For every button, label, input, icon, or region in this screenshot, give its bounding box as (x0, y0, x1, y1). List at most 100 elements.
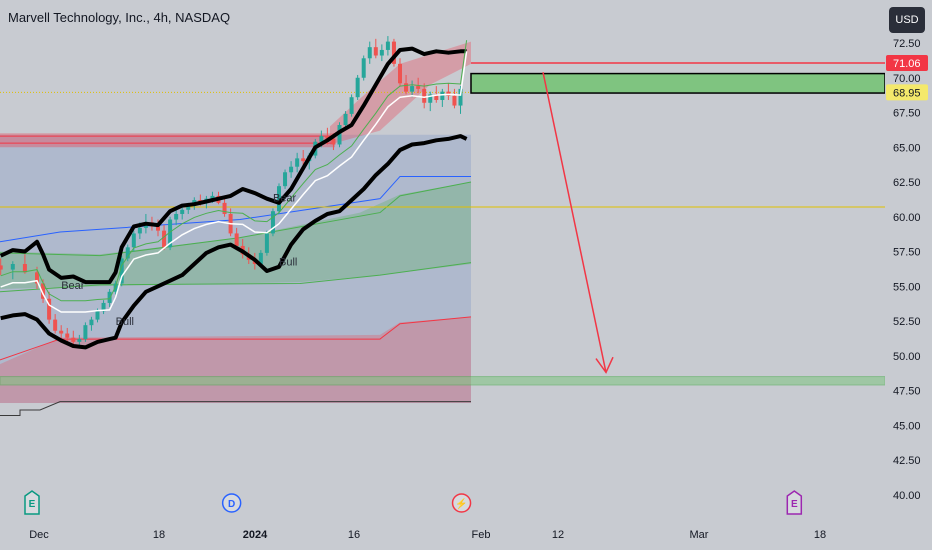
x-tick-label: 12 (552, 529, 564, 541)
candle-body (59, 330, 64, 334)
candle-43 (277, 183, 281, 214)
y-tick-label: 42.50 (893, 455, 921, 467)
event-marker-1[interactable]: D (221, 493, 242, 513)
candle-61 (385, 36, 390, 56)
candle-body (47, 298, 52, 320)
y-tick-label: 57.50 (893, 247, 921, 259)
time-axis[interactable]: Dec 18 2024 16 Feb 12 Mar 18 (29, 529, 826, 541)
candle-25 (168, 216, 173, 251)
candle-1 (10, 261, 15, 280)
candle-body (355, 77, 360, 98)
candle-body (452, 95, 457, 106)
entry-zone (470, 72, 886, 94)
price-badge-bg (886, 55, 928, 72)
candle-body (186, 205, 191, 210)
candle-24 (162, 225, 167, 251)
currency-button[interactable]: USD (889, 7, 925, 33)
price-badge-red: 71.06 (886, 55, 928, 72)
y-tick-label: 47.50 (893, 386, 921, 398)
event-marker-0[interactable]: E (24, 490, 40, 515)
candle-56 (355, 74, 360, 100)
candle-body (101, 302, 106, 312)
candle-body (295, 158, 300, 167)
event-markers[interactable]: E D ⚡ E (24, 490, 803, 515)
candle-body (89, 319, 94, 326)
candle-body (53, 319, 58, 331)
x-tick-label: 2024 (243, 529, 268, 541)
candle-body (398, 63, 402, 84)
y-tick-label: 70.00 (893, 73, 921, 85)
candle-body (440, 91, 445, 100)
x-tick-label: 16 (348, 529, 360, 541)
candle-67 (422, 83, 427, 109)
downtrend-arrow-head (595, 356, 614, 374)
split-icon (451, 493, 472, 513)
candle-0 (0, 258, 3, 276)
dividend-icon (221, 493, 242, 513)
event-marker-3[interactable]: E (786, 490, 803, 515)
candle-body (301, 158, 306, 162)
candle-body (113, 283, 118, 292)
fast-ma-line (0, 40, 468, 302)
candle-body (234, 233, 239, 246)
candle-body (391, 41, 396, 64)
candle-body (35, 272, 39, 284)
envelopes (0, 40, 468, 350)
event-marker-2[interactable]: ⚡ (451, 493, 472, 513)
candle-body (180, 209, 185, 214)
candle-body (95, 311, 100, 320)
candle-body (264, 233, 269, 253)
earnings-icon (24, 490, 40, 515)
candle-45 (289, 161, 294, 178)
candle-6 (53, 314, 58, 334)
event-letter: E (29, 499, 36, 510)
event-letter: ⚡ (455, 497, 467, 510)
candle-body (258, 252, 263, 265)
candle-41 (264, 230, 269, 256)
candle-18 (125, 244, 130, 262)
candle-body (270, 211, 275, 234)
candle-body (422, 88, 427, 103)
price-badge-value: 71.06 (893, 58, 921, 70)
candle-60 (379, 44, 384, 62)
support-line-3 (0, 262, 472, 293)
candle-68 (428, 91, 433, 112)
candle-body (373, 47, 378, 56)
candle-2 (22, 254, 27, 274)
candle-55 (349, 94, 354, 117)
annotation-bull-3: Bull (279, 256, 297, 268)
candle-body (367, 47, 372, 59)
candle-26 (174, 208, 179, 226)
candle-body (458, 88, 463, 106)
candle-body (156, 226, 160, 231)
candle-body (22, 264, 27, 273)
candle-9 (71, 330, 76, 345)
candle-body (379, 49, 384, 56)
candle-34 (222, 197, 227, 217)
target-zone (0, 376, 886, 386)
x-tick-label: Feb (472, 529, 491, 541)
mid-ma-line (0, 51, 468, 313)
y-tick-label: 45.00 (893, 420, 921, 432)
candle-body (410, 86, 415, 92)
candle-body (289, 166, 294, 173)
candle-body (283, 172, 288, 187)
ticker-title: Marvell Technology, Inc., 4h, NASDAQ (8, 10, 231, 25)
y-tick-label: 40.00 (893, 490, 921, 502)
candle-42 (270, 208, 275, 237)
candle-body (77, 339, 82, 342)
y-tick-label: 67.50 (893, 108, 921, 120)
candle-53 (337, 122, 342, 148)
y-tick-label: 55.00 (893, 281, 921, 293)
support-line-5 (0, 175, 471, 243)
candle-body (210, 195, 215, 199)
candle-71 (446, 83, 451, 100)
candle-body (349, 97, 354, 114)
annotation-bear-2: Bear (273, 192, 297, 204)
candle-body (131, 233, 136, 248)
price-axis[interactable]: 72.50 70.00 67.50 65.00 62.50 60.00 57.50 55.00… (885, 0, 932, 502)
candle-body (119, 258, 124, 284)
candle-body (107, 291, 112, 303)
lower-envelope (0, 134, 468, 350)
